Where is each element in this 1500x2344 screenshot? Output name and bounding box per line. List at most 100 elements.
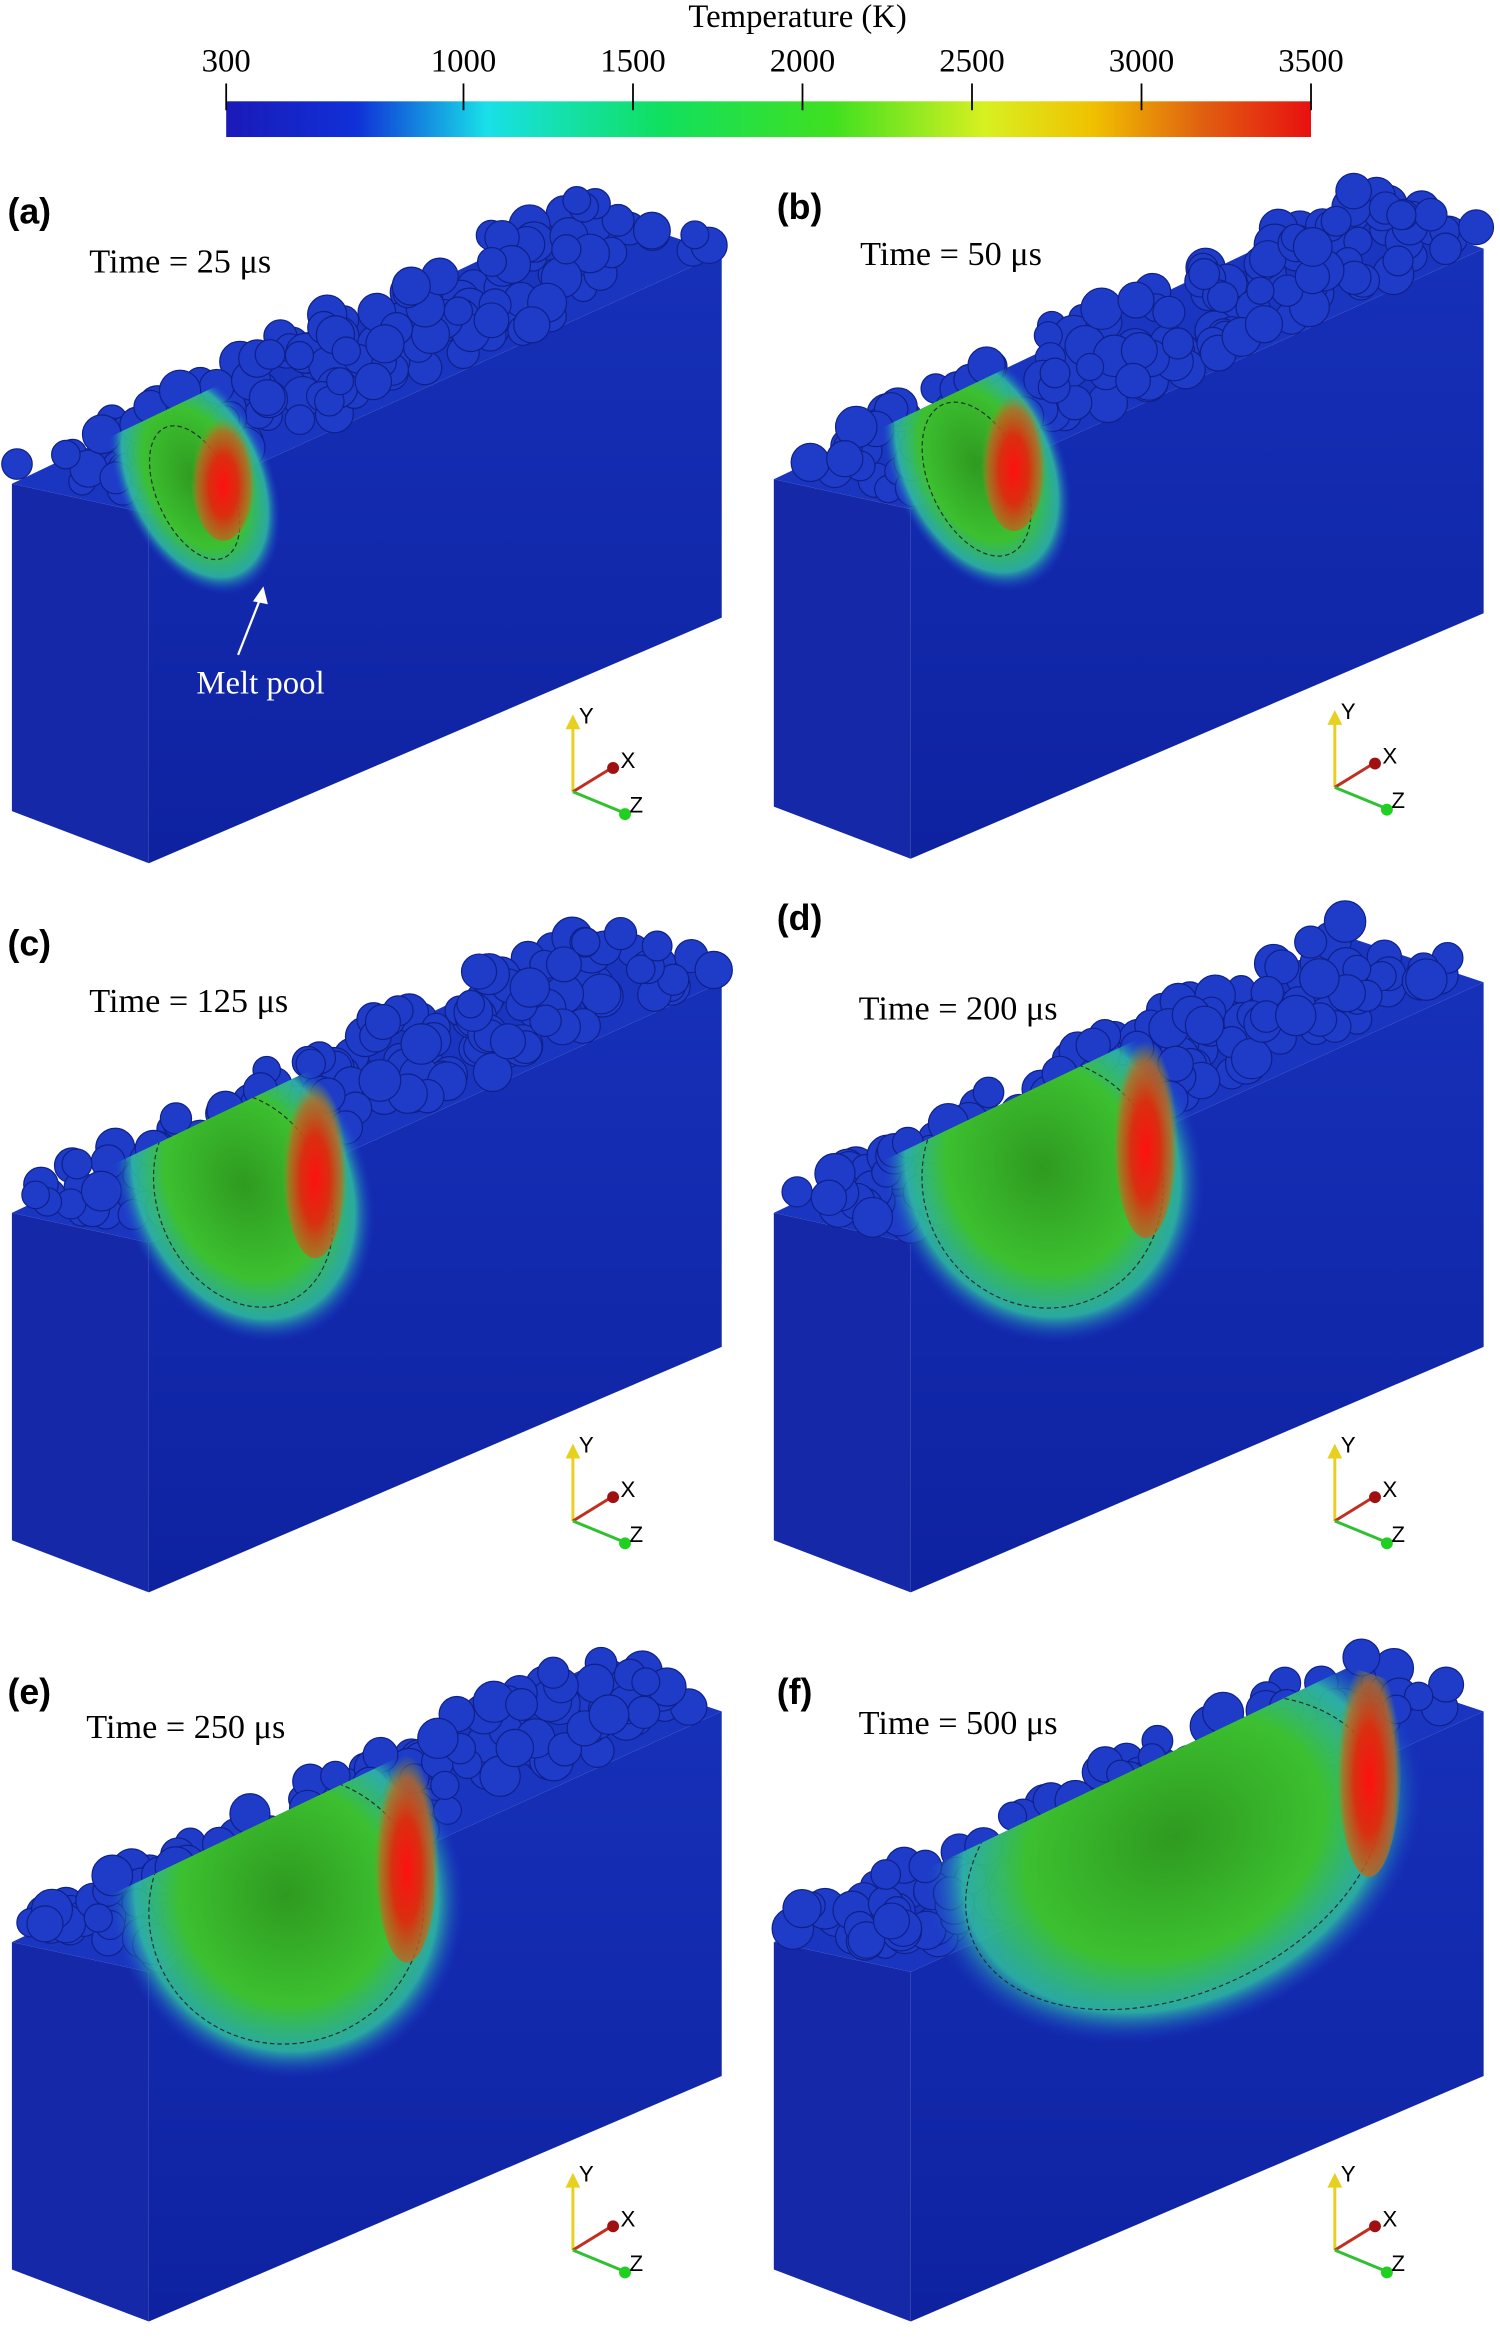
triad-y-head (565, 714, 581, 730)
triad-y-head (565, 2172, 581, 2188)
powder-particle (1458, 209, 1495, 246)
triad-y-head (1327, 2172, 1343, 2188)
powder-particle (400, 1023, 443, 1065)
powder-particle (61, 1148, 93, 1180)
powder-particle (284, 340, 315, 371)
powder-particle (331, 336, 361, 366)
triad-z-label: Z (1391, 1522, 1405, 1547)
triad-x-label: X (621, 1477, 636, 1502)
powder-particle (159, 1102, 193, 1135)
powder-particle (460, 953, 498, 990)
powder-particle (21, 1180, 51, 1210)
hot-spot (1336, 1666, 1402, 1877)
powder-particle (1428, 1666, 1465, 1703)
panel-label: (d) (777, 898, 823, 938)
time-label: Time = 250 μs (86, 1709, 285, 1746)
powder-particle (509, 967, 551, 1008)
triad-x-label: X (1382, 2206, 1397, 2231)
annotation: Melt pool (196, 666, 324, 702)
triad-x (1334, 1495, 1375, 1523)
powder-particle (562, 186, 592, 215)
powder-particle (601, 203, 635, 237)
powder-particle (625, 954, 656, 985)
panel: (d) Time = 200 μs Y XZ (773, 898, 1484, 1593)
powder-particle (870, 1859, 902, 1890)
powder-particle (26, 1905, 64, 1943)
powder-particle (1188, 258, 1221, 291)
block-front-face (148, 982, 722, 1593)
powder-particle (473, 302, 510, 339)
triad-z (1334, 1519, 1386, 1544)
triad-x-head (1369, 757, 1381, 770)
powder-particle (627, 1695, 661, 1730)
triad-z (1334, 785, 1386, 810)
powder-particle (354, 362, 393, 401)
panel-label: (c) (7, 923, 51, 963)
powder-particle (1382, 245, 1414, 277)
powder-particle (1230, 1037, 1273, 1080)
powder-particle (477, 246, 507, 277)
powder-particle (603, 916, 638, 951)
powder-particle (852, 1196, 894, 1238)
triad-x-label: X (621, 2206, 636, 2231)
block-end-face (773, 1942, 911, 2322)
powder-particle (1429, 232, 1462, 266)
powder-particle (641, 930, 673, 962)
block-end-face (773, 1212, 911, 1593)
powder-particle (847, 1921, 886, 1959)
hot-spot (282, 1061, 348, 1259)
powder-particle (872, 1902, 911, 1940)
triad-x (572, 2225, 613, 2252)
powder-particle (358, 1059, 402, 1102)
triad-x-head (1369, 2220, 1381, 2233)
hot-spot (981, 378, 1047, 532)
triad-z (572, 1519, 625, 1544)
powder-particle (1405, 958, 1448, 1001)
block-end-face (11, 483, 149, 864)
axis-triad: Y XZ (565, 703, 643, 821)
triad-y-label: Y (579, 1433, 594, 1458)
block-front-face (910, 248, 1484, 859)
triad-y-head (1327, 709, 1343, 725)
triad-z-label: Z (629, 2251, 643, 2276)
powder-particle (365, 324, 405, 364)
powder-particle (545, 946, 582, 983)
powder-particle (551, 234, 582, 265)
powder-particle (529, 1004, 562, 1037)
panel: (e) Time = 250 μs Y XZ (7, 1646, 722, 2322)
time-label: Time = 200 μs (859, 990, 1058, 1027)
triad-z-label: Z (1391, 788, 1405, 813)
triad-z-label: Z (629, 1522, 643, 1547)
powder-particle (781, 1176, 813, 1208)
hot-spot (373, 1731, 440, 1963)
powder-particle (1184, 1005, 1225, 1046)
time-label: Time = 50 μs (860, 236, 1042, 273)
powder-particle (489, 1023, 527, 1060)
powder-particle (972, 1076, 1005, 1109)
powder-particle (633, 211, 671, 250)
block-end-face (11, 1942, 149, 2322)
powder-particle (571, 927, 601, 957)
powder-particle (1386, 199, 1417, 231)
panel-label: (e) (7, 1672, 51, 1712)
powder-particle (505, 1688, 539, 1721)
panel: (a) Time = 25 μs Y XZ Melt pool (1, 186, 728, 864)
powder-particle (1264, 949, 1300, 985)
powder-particle (364, 1003, 401, 1041)
annotation-arrowhead (252, 586, 268, 605)
powder-particle (495, 1728, 535, 1768)
panel-label: (a) (7, 191, 51, 231)
colorbar-tick-label: 3500 (1278, 44, 1343, 80)
powder-particle (1152, 295, 1186, 329)
colorbar-tick-label: 3000 (1109, 44, 1174, 80)
triad-z-head (1380, 1537, 1393, 1550)
triad-x (572, 766, 613, 794)
powder-particle (537, 1656, 570, 1689)
powder-particle (680, 220, 710, 250)
powder-particle (513, 306, 551, 344)
block-front-face (910, 982, 1484, 1593)
triad-z-head (1380, 803, 1393, 816)
powder-particle (1206, 281, 1239, 313)
